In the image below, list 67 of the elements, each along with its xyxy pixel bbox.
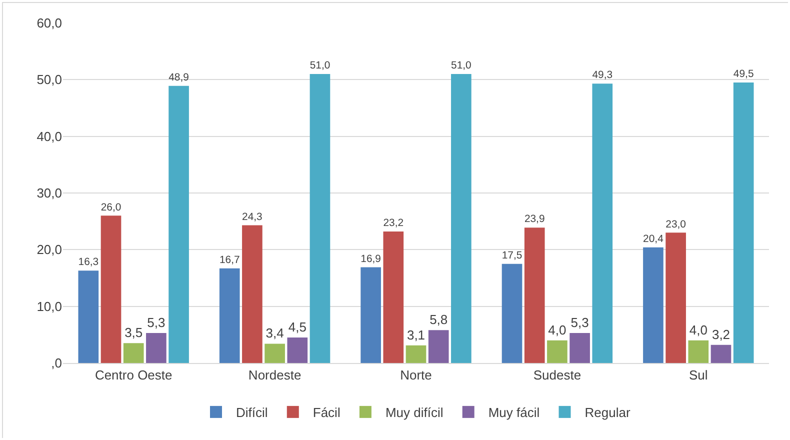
bar: [310, 74, 330, 363]
data-label: 20,4: [643, 234, 664, 245]
data-label: 4,0: [689, 322, 708, 338]
data-label: 49,5: [733, 69, 754, 80]
x-tick-label: Sul: [689, 368, 708, 383]
data-label: 24,3: [242, 212, 263, 223]
data-label: 4,0: [548, 322, 566, 338]
x-tick-label: Nordeste: [248, 368, 302, 383]
bar: [287, 338, 308, 363]
legend-label: Difícil: [236, 405, 268, 420]
bar: [688, 340, 709, 363]
bar: [383, 232, 404, 363]
data-label: 3,1: [406, 327, 426, 342]
data-label: 16,3: [78, 257, 99, 268]
y-tick-label: 50,0: [36, 72, 62, 88]
bar: [242, 225, 262, 363]
data-label: 51,0: [310, 60, 330, 72]
bar: [710, 344, 732, 363]
data-label: 5,3: [147, 314, 166, 330]
data-label: 26,0: [100, 202, 122, 214]
x-tick-label: Norte: [400, 368, 432, 383]
y-tick-label: 60,0: [36, 16, 62, 31]
bar: [524, 228, 545, 363]
y-tick-label: ,0: [51, 356, 62, 371]
x-tick-label: Centro Oeste: [94, 368, 172, 383]
bar: [264, 344, 285, 363]
legend-label: Fácil: [312, 405, 340, 420]
y-tick-label: 40,0: [36, 128, 62, 144]
bar: [406, 345, 426, 363]
bar: [100, 216, 122, 363]
data-label: 5,8: [430, 312, 448, 328]
legend-label: Muy difícil: [385, 405, 444, 420]
y-tick-label: 20,0: [36, 242, 62, 258]
bar: [592, 84, 613, 363]
data-label: 51,0: [451, 60, 472, 72]
bar: [168, 86, 189, 363]
bar: [219, 268, 240, 363]
x-tick-label: Sudeste: [533, 368, 582, 383]
bar: [78, 270, 99, 363]
bar: [360, 267, 381, 363]
y-tick-label: 10,0: [36, 298, 62, 314]
bar: [502, 264, 522, 363]
bar: [733, 82, 754, 363]
data-label: 23,2: [383, 218, 404, 230]
bar: [451, 74, 472, 363]
bar: [547, 340, 568, 363]
bar: [123, 343, 144, 363]
data-label: 3,2: [712, 326, 730, 342]
bar: [666, 232, 686, 363]
bar: [428, 330, 449, 363]
data-label: 16,9: [360, 254, 382, 265]
data-label: 17,5: [502, 250, 522, 262]
data-label: 16,7: [219, 254, 240, 266]
data-label: 48,9: [168, 72, 190, 84]
data-label: 23,9: [524, 214, 545, 226]
data-label: 4,5: [288, 320, 306, 334]
bar: [570, 332, 590, 363]
data-label: 3,4: [266, 326, 284, 341]
legend-label: Regular: [584, 405, 631, 420]
data-label: 49,3: [592, 70, 613, 82]
bar: [643, 247, 664, 363]
bar: [146, 332, 166, 363]
legend-label: Muy fácil: [488, 405, 540, 420]
data-label: 5,3: [570, 314, 589, 330]
data-label: 23,0: [666, 219, 686, 230]
data-label: 3,5: [124, 325, 143, 340]
y-tick-label: 30,0: [36, 186, 62, 201]
